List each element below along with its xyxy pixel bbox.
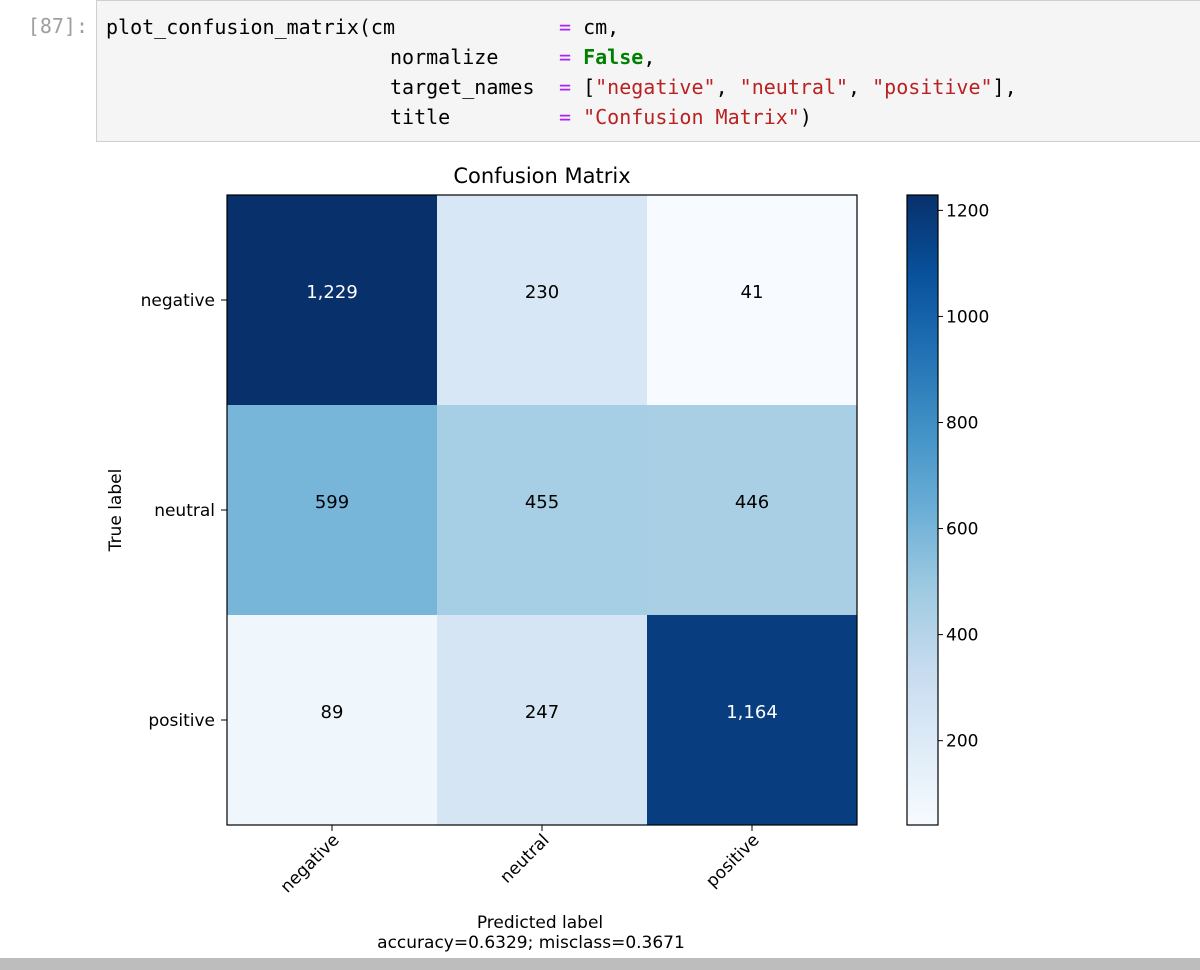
- code-comma: ,: [643, 45, 656, 69]
- colorbar-tick-label: 600: [946, 520, 978, 540]
- cell-prompt: [87]:: [27, 14, 88, 38]
- colorbar-tick-label: 200: [946, 732, 978, 752]
- x-tick-label: positive: [702, 830, 763, 891]
- heatmap-cell: [437, 615, 648, 826]
- code-line-2-value: = False,: [559, 45, 655, 69]
- code-param-normalize: normalize: [390, 45, 499, 69]
- code-param-cm: cm: [370, 15, 395, 39]
- colorbar: [906, 194, 939, 826]
- heatmap-cell-labels: 1,229 230 41 599 455 446 89 247 1,164: [306, 282, 778, 723]
- x-axis-label: Predicted label: [477, 913, 603, 933]
- horizontal-scrollbar[interactable]: [0, 958, 1200, 970]
- heatmap-cell: [227, 405, 438, 616]
- heatmap-cell-value: 230: [525, 282, 559, 303]
- code-string-negative: "negative": [595, 75, 716, 99]
- heatmap-cell-value: 247: [525, 702, 559, 723]
- heatmap-cell-value: 89: [321, 702, 344, 723]
- code-keyword-false: False: [583, 45, 644, 69]
- code-string-title: "Confusion Matrix": [583, 105, 800, 129]
- code-function-call: plot_confusion_matrix(: [106, 15, 371, 39]
- heatmap-cell: [647, 195, 858, 406]
- colorbar-ticks: 200 400 600 800 1000 1200: [938, 201, 989, 752]
- heatmap-cells: [227, 195, 858, 826]
- heatmap-cell: [227, 195, 438, 406]
- code-line-1: plot_confusion_matrix(cm: [106, 15, 395, 39]
- code-string-neutral: "neutral": [739, 75, 849, 99]
- chart-title: Confusion Matrix: [453, 164, 630, 188]
- y-axis-label: True label: [106, 469, 126, 553]
- accuracy-summary: accuracy=0.6329; misclass=0.3671: [377, 933, 685, 953]
- code-bracket-open: [: [583, 75, 596, 99]
- cell-output: 1,229 230 41 599 455 446 89 247 1,164 Confusion …: [96, 150, 1200, 960]
- heatmap-cell: [647, 615, 858, 826]
- code-line-4-value: = "Confusion Matrix"): [559, 105, 812, 129]
- code-separator: ,: [848, 75, 873, 99]
- y-tick-label: positive: [148, 711, 215, 731]
- heatmap-cell: [647, 405, 858, 616]
- heatmap-cell-value: 446: [735, 492, 769, 513]
- colorbar-tick-label: 1200: [946, 201, 989, 221]
- x-tick-label: neutral: [496, 830, 553, 887]
- code-cell[interactable]: plot_confusion_matrix(cm = cm, normalize…: [96, 0, 1200, 142]
- colorbar-tick-label: 800: [946, 414, 978, 434]
- code-close-paren: ): [799, 105, 812, 129]
- heatmap-cell-value: 1,229: [306, 282, 358, 303]
- heatmap-cell-value: 1,164: [726, 702, 778, 723]
- code-bracket-close: ],: [992, 75, 1017, 99]
- heatmap-cell-value: 599: [315, 492, 349, 513]
- code-equals: =: [559, 105, 572, 129]
- x-axis-ticks: negative neutral positive: [277, 825, 764, 897]
- code-param-title: title: [390, 105, 451, 129]
- y-axis-ticks: negative neutral positive: [141, 291, 227, 731]
- code-string-positive: "positive": [872, 75, 993, 99]
- heatmap-cell-value: 455: [525, 492, 559, 513]
- colorbar-tick-label: 400: [946, 626, 978, 646]
- heatmap-cell: [437, 405, 648, 616]
- code-value-cm: cm,: [583, 15, 620, 39]
- code-equals: =: [559, 15, 572, 39]
- y-tick-label: negative: [141, 291, 215, 311]
- code-line-3-value: = ["negative", "neutral", "positive"],: [559, 75, 1017, 99]
- colorbar-tick-label: 1000: [946, 307, 989, 327]
- code-line-1-value: = cm,: [559, 15, 619, 39]
- code-param-target-names: target_names: [390, 75, 535, 99]
- code-equals: =: [559, 45, 572, 69]
- x-tick-label: negative: [277, 830, 344, 897]
- confusion-matrix-chart: 1,229 230 41 599 455 446 89 247 1,164 Confusion …: [106, 164, 989, 953]
- heatmap-cell: [227, 615, 438, 826]
- heatmap-cell-value: 41: [741, 282, 764, 303]
- y-tick-label: neutral: [154, 501, 215, 521]
- code-equals: =: [559, 75, 572, 99]
- code-separator: ,: [715, 75, 740, 99]
- heatmap-cell: [437, 195, 648, 406]
